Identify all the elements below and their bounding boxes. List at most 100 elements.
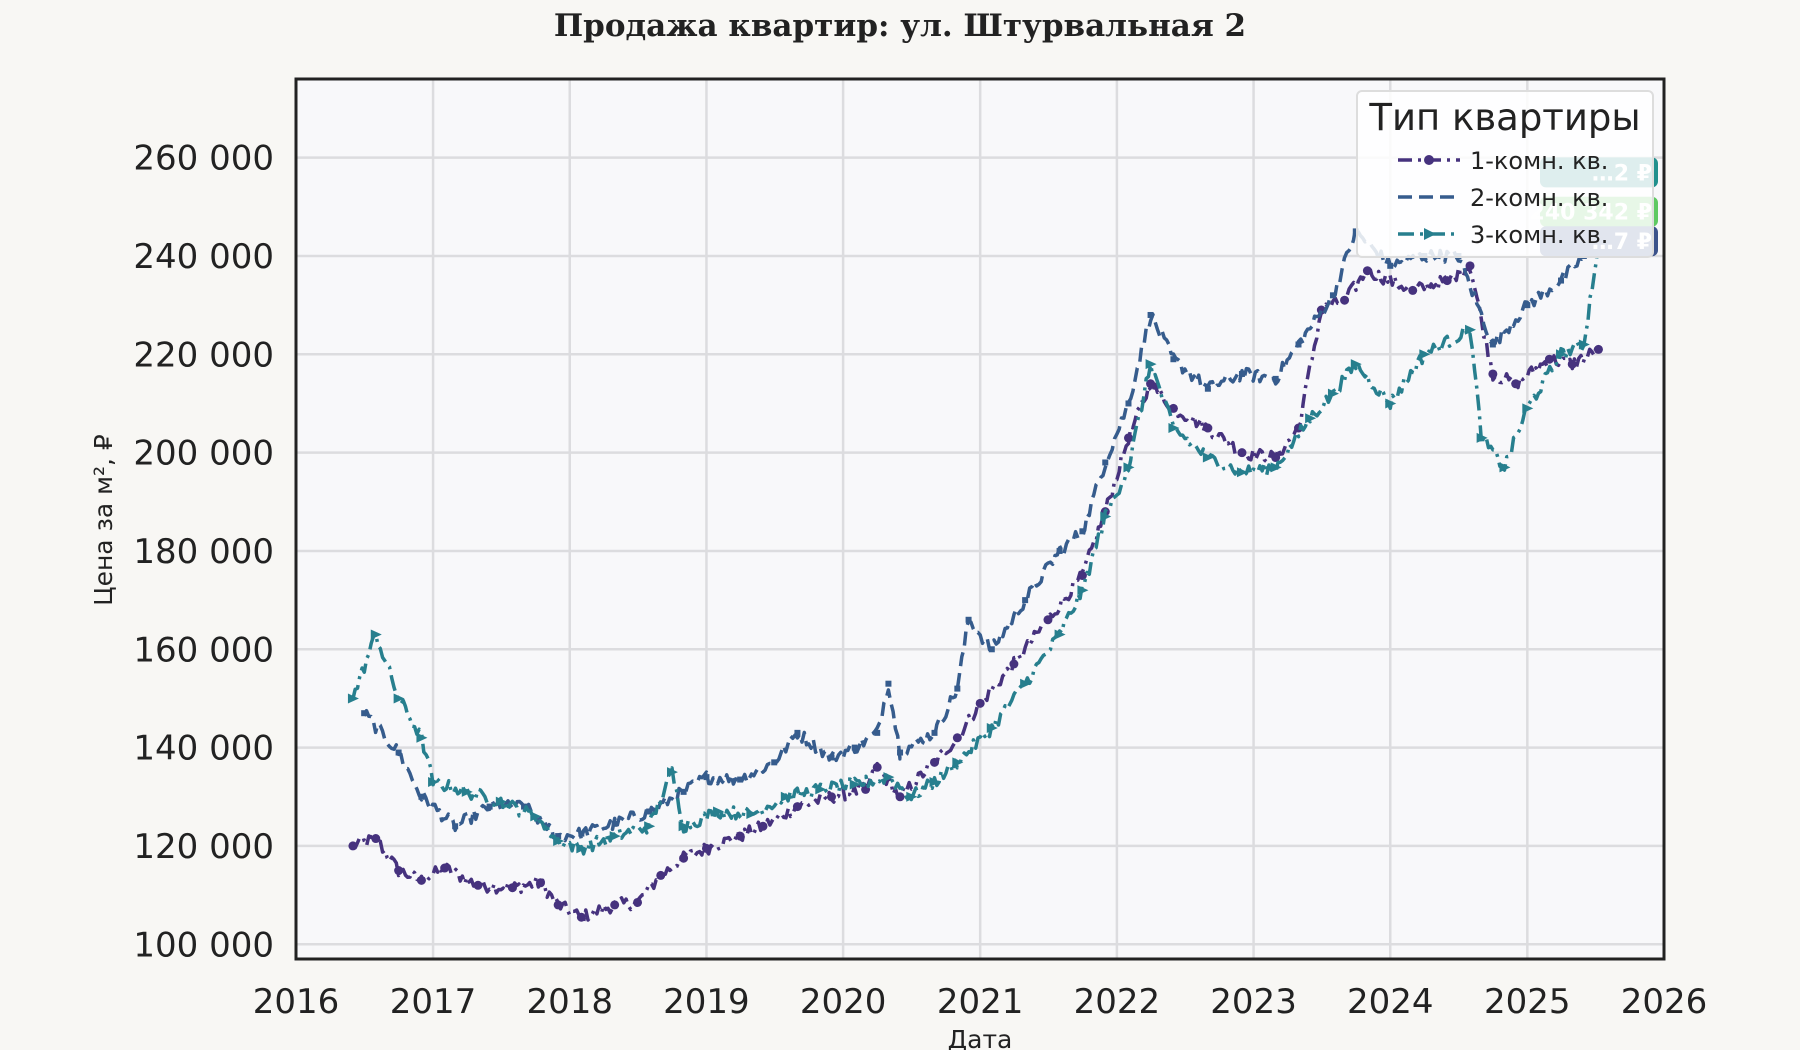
data-point xyxy=(347,693,359,704)
data-point xyxy=(780,791,792,802)
data-point xyxy=(1145,359,1157,370)
data-point xyxy=(1499,462,1511,473)
data-point xyxy=(906,791,918,802)
data-point xyxy=(794,729,801,736)
data-point xyxy=(771,759,778,766)
data-point xyxy=(929,777,941,788)
x-tick-label: 2023 xyxy=(1210,982,1297,1022)
data-point xyxy=(954,685,961,692)
data-point xyxy=(1056,547,1063,554)
data-point xyxy=(1147,311,1154,318)
data-point xyxy=(1270,462,1282,473)
data-point xyxy=(452,823,459,830)
data-point xyxy=(1077,571,1087,581)
data-point xyxy=(507,883,517,893)
data-point xyxy=(975,698,985,708)
data-point xyxy=(1271,453,1281,463)
data-point xyxy=(874,729,881,736)
data-point xyxy=(1350,359,1362,370)
data-point xyxy=(1043,615,1053,625)
legend-entry[interactable]: 1-комн. кв. xyxy=(1398,147,1608,175)
data-point xyxy=(473,880,483,890)
x-tick-label: 2022 xyxy=(1074,982,1161,1022)
data-point xyxy=(1340,295,1350,305)
data-point xyxy=(611,820,618,827)
data-point xyxy=(1419,349,1431,360)
data-point xyxy=(1488,369,1498,379)
data-point xyxy=(1295,341,1302,348)
data-point xyxy=(1578,339,1590,350)
data-point xyxy=(1327,388,1339,399)
data-point xyxy=(555,833,562,840)
data-point xyxy=(851,744,858,751)
legend-title: Тип квартиры xyxy=(1368,96,1640,139)
x-tick-label: 2020 xyxy=(800,982,887,1022)
legend-entry[interactable]: 3-комн. кв. xyxy=(1398,221,1608,249)
legend-entry[interactable]: 2-комн. кв. xyxy=(1398,184,1608,212)
x-tick-label: 2021 xyxy=(937,982,1024,1022)
x-tick-label: 2024 xyxy=(1347,982,1434,1022)
series-line xyxy=(362,225,1601,843)
chart-title: Продажа квартир: ул. Штурвальная 2 xyxy=(553,8,1247,44)
series-2 xyxy=(361,225,1602,843)
data-point xyxy=(393,693,405,704)
legend[interactable]: Тип квартиры 1-комн. кв. 2-комн. кв. 3-ком… xyxy=(1356,90,1654,258)
x-tick-label: 2025 xyxy=(1484,982,1571,1022)
series-line xyxy=(351,265,1600,924)
data-point xyxy=(553,900,563,910)
x-tick-label: 2017 xyxy=(390,982,477,1022)
data-point xyxy=(1544,354,1554,364)
legend-box xyxy=(1356,90,1654,258)
data-point xyxy=(678,821,690,832)
data-point xyxy=(679,853,689,863)
data-point xyxy=(395,749,402,756)
data-point xyxy=(885,680,892,687)
data-point xyxy=(536,878,546,888)
series-3 xyxy=(347,236,1605,856)
data-point xyxy=(827,792,837,802)
legend-label: 2-комн. кв. xyxy=(1470,184,1608,212)
data-point xyxy=(872,762,882,772)
data-point xyxy=(1100,511,1112,522)
data-point xyxy=(883,772,895,783)
data-point xyxy=(1511,379,1521,389)
data-point xyxy=(1593,344,1603,354)
data-point xyxy=(1465,324,1477,335)
data-point xyxy=(849,779,861,790)
data-point xyxy=(666,767,678,778)
data-point xyxy=(952,733,962,743)
data-point xyxy=(609,831,621,842)
data-point xyxy=(1009,659,1019,669)
data-point xyxy=(1168,423,1180,434)
data-point xyxy=(1567,359,1577,369)
data-point xyxy=(1522,403,1534,414)
data-point xyxy=(1236,467,1248,478)
data-point xyxy=(416,732,428,743)
data-point xyxy=(1385,398,1397,409)
y-tick-label: 220 000 xyxy=(133,335,274,375)
data-point xyxy=(1170,356,1177,363)
y-tick-label: 260 000 xyxy=(133,139,274,179)
data-point xyxy=(1476,432,1488,443)
data-point xyxy=(1079,528,1086,535)
data-point xyxy=(952,757,964,768)
y-tick-label: 100 000 xyxy=(133,925,274,965)
data-point xyxy=(988,646,995,653)
data-point xyxy=(1465,261,1475,271)
data-point xyxy=(897,749,904,756)
data-point xyxy=(1408,285,1418,295)
y-tick-label: 120 000 xyxy=(133,827,274,867)
y-tick-label: 140 000 xyxy=(133,729,274,769)
data-point xyxy=(1558,277,1565,284)
data-point xyxy=(656,870,666,880)
y-tick-label: 200 000 xyxy=(133,434,274,474)
data-point xyxy=(610,900,620,910)
legend-marker xyxy=(1424,228,1436,240)
data-point xyxy=(1305,413,1317,424)
data-point xyxy=(576,912,586,922)
y-tick-label: 160 000 xyxy=(133,630,274,670)
data-point xyxy=(1146,379,1156,389)
plot-frame xyxy=(294,77,1666,961)
data-point xyxy=(1442,276,1452,286)
